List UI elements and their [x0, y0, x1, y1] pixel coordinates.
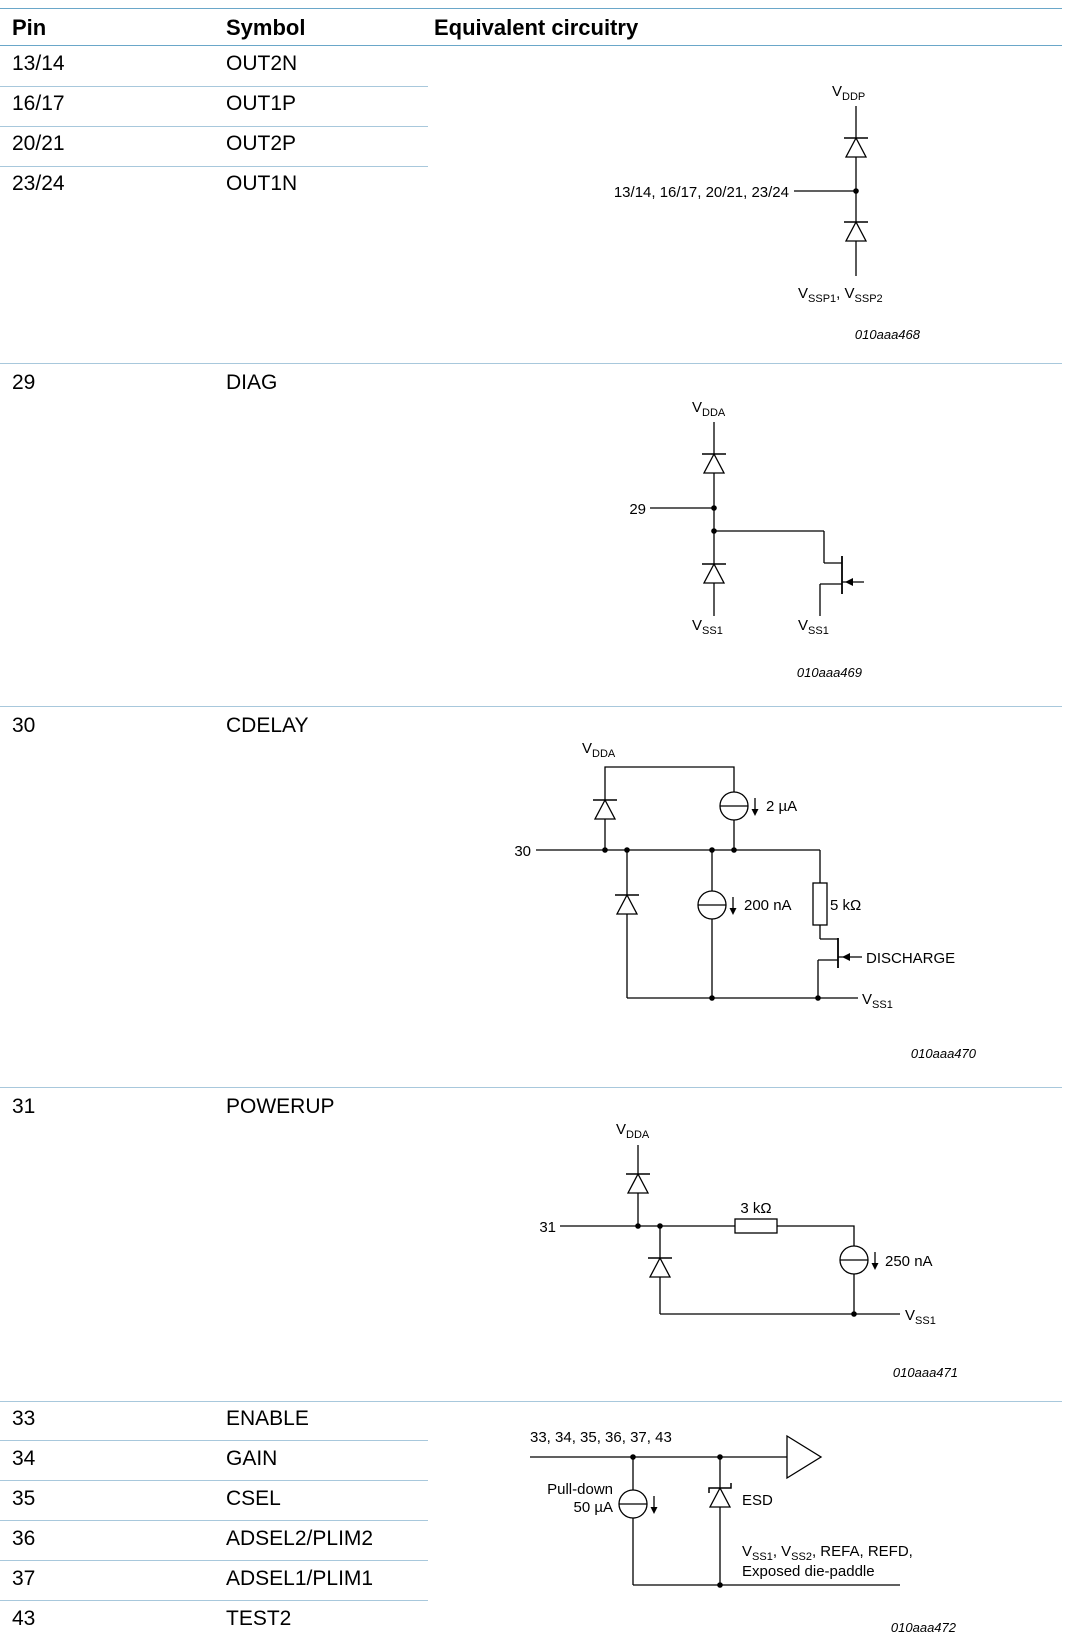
pin-29-label: 29: [629, 501, 646, 518]
circuit-digital-inputs: 33, 34, 35, 36, 37, 43 Pull-down 50 µA E…: [530, 1429, 957, 1635]
vdda-label: VDDA: [616, 1121, 650, 1141]
row-divider: [0, 1440, 428, 1441]
symbol-cell: CDELAY: [226, 714, 309, 737]
exposed-die-paddle-label: Exposed die-paddle: [742, 1563, 875, 1580]
symbol-cell: OUT2N: [226, 52, 298, 75]
header-equivalent-circuitry: Equivalent circuitry: [434, 15, 639, 40]
circuit-output-pins: VDDP 13/14, 16/17, 20/21, 23/24 VSSP1, V…: [614, 83, 921, 342]
vss-supplies-label: VSS1, VSS2, REFA, REFD,: [742, 1543, 913, 1563]
svg-text:VSS1: VSS1: [692, 617, 723, 637]
vddp-label: VDDP: [832, 83, 865, 103]
svg-text:VSS1: VSS1: [862, 991, 893, 1011]
svg-text:VSSP1, VSSP2: VSSP1, VSSP2: [798, 285, 883, 305]
esd-label: ESD: [742, 1492, 773, 1509]
pin-cell: 31: [12, 1095, 36, 1118]
pin-31-label: 31: [539, 1219, 556, 1236]
current-250na-label: 250 nA: [885, 1253, 933, 1270]
pin-cell: 34: [12, 1447, 36, 1470]
row-divider: [0, 1520, 428, 1521]
svg-text:VSS1: VSS1: [905, 1307, 936, 1327]
group-divider: [0, 706, 1062, 707]
output-pins-label: 13/14, 16/17, 20/21, 23/24: [614, 184, 789, 201]
circuit-powerup: VDDA 31 3 kΩ 250 nA VSS1 010aaa471: [539, 1121, 958, 1380]
svg-text:VDDA: VDDA: [692, 399, 726, 419]
symbol-cell: OUT1P: [226, 92, 297, 115]
pin-cell: 16/17: [12, 92, 65, 115]
symbol-cell: OUT2P: [226, 132, 297, 155]
group-divider: [0, 1401, 1062, 1402]
table-header: Pin Symbol Equivalent circuitry: [0, 8, 1062, 46]
svg-text:VDDP: VDDP: [832, 83, 865, 103]
symbol-cell: CSEL: [226, 1487, 281, 1510]
pin-cell: 23/24: [12, 172, 65, 195]
header-symbol: Symbol: [226, 15, 306, 40]
row-divider: [0, 126, 428, 127]
pin-cell: 37: [12, 1567, 36, 1590]
row-divider: [0, 1480, 428, 1481]
resistor-3k-label: 3 kΩ: [740, 1200, 771, 1217]
svg-text:VDDA: VDDA: [582, 740, 616, 760]
circuit-cdelay: VDDA 2 µA 30 200 nA 5 kΩ DISCHARGE: [514, 740, 976, 1061]
vss1-label: VSS1: [862, 991, 893, 1011]
row-divider: [0, 1560, 428, 1561]
row-divider: [0, 166, 428, 167]
figure-id: 010aaa471: [893, 1365, 958, 1380]
header-pin: Pin: [12, 15, 47, 40]
group-divider: [0, 1087, 1062, 1088]
symbol-cell: ADSEL1/PLIM1: [226, 1567, 374, 1590]
pin-cell: 33: [12, 1407, 36, 1430]
symbol-cell: GAIN: [226, 1447, 278, 1470]
resistor-5k-label: 5 kΩ: [830, 897, 861, 914]
current-200na-label: 200 nA: [744, 897, 792, 914]
row-divider: [0, 86, 428, 87]
current-2ua-label: 2 µA: [766, 798, 797, 815]
discharge-label: DISCHARGE: [866, 950, 955, 967]
pin-cell: 29: [12, 371, 36, 394]
pin-cell: 30: [12, 714, 36, 737]
pin-cell: 35: [12, 1487, 36, 1510]
figure-id: 010aaa470: [911, 1046, 977, 1061]
symbol-cell: DIAG: [226, 371, 278, 394]
symbol-cell: OUT1N: [226, 172, 298, 195]
svg-text:VSS1: VSS1: [798, 617, 829, 637]
vss1-left-label: VSS1: [692, 617, 723, 637]
symbol-cell: ENABLE: [226, 1407, 309, 1430]
pin-cell: 36: [12, 1527, 36, 1550]
vdda-label: VDDA: [692, 399, 726, 419]
pin-cell: 43: [12, 1607, 36, 1630]
pin-cell: 13/14: [12, 52, 65, 75]
circuit-diag: VDDA 29 VSS1 VSS1 010aaa469: [629, 399, 864, 680]
figure-id: 010aaa468: [855, 327, 921, 342]
vssp-label: VSSP1, VSSP2: [798, 285, 883, 305]
svg-text:VSS1, VSS2, REFA, REFD,: VSS1, VSS2, REFA, REFD,: [742, 1543, 913, 1563]
vss1-right-label: VSS1: [798, 617, 829, 637]
vdda-label: VDDA: [582, 740, 616, 760]
input-pins-label: 33, 34, 35, 36, 37, 43: [530, 1429, 672, 1446]
svg-text:VDDA: VDDA: [616, 1121, 650, 1141]
pulldown-current-label: 50 µA: [574, 1499, 614, 1516]
pin-cell: 20/21: [12, 132, 65, 155]
symbol-cell: TEST2: [226, 1607, 292, 1630]
pulldown-label: Pull-down: [547, 1481, 613, 1498]
pin-30-label: 30: [514, 843, 531, 860]
figure-id: 010aaa472: [891, 1620, 957, 1635]
group-divider: [0, 363, 1062, 364]
symbol-cell: ADSEL2/PLIM2: [226, 1527, 374, 1550]
symbol-cell: POWERUP: [226, 1095, 335, 1118]
figure-id: 010aaa469: [797, 665, 862, 680]
row-divider: [0, 1600, 428, 1601]
vss1-label: VSS1: [905, 1307, 936, 1327]
